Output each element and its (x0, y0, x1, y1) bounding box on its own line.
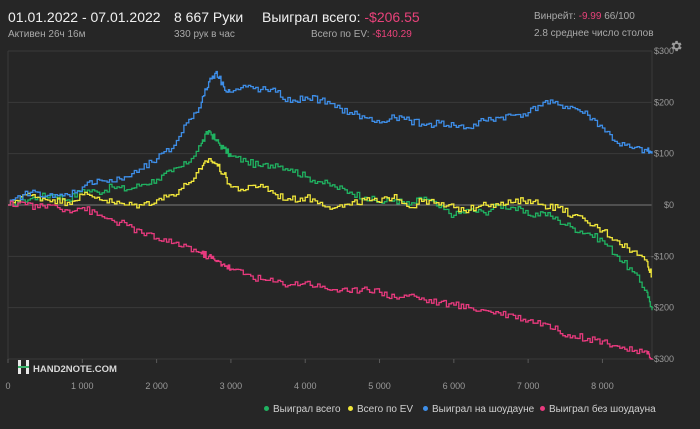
x-tick-label: 4 000 (294, 381, 317, 391)
x-tick-label: 5 000 (368, 381, 391, 391)
ev-value: -$140.29 (372, 29, 412, 40)
gear-icon[interactable] (669, 39, 683, 53)
x-axis-ticks: 0 1 000 2 000 3 000 4 000 5 000 6 000 7 000 8 00… (5, 359, 614, 391)
hands-per-hour: 330 рук в час (174, 29, 235, 40)
series-line-3 (8, 200, 653, 360)
x-tick-label: 3 000 (220, 381, 243, 391)
winrate-label: Винрейт: (534, 11, 576, 22)
y-tick-label: $100 (654, 149, 674, 159)
chart-series (8, 70, 653, 360)
hands-count: 8 667 Руки (174, 9, 244, 25)
x-tick-label: 0 (5, 381, 10, 391)
avg-tables: 2.8 среднее число столов (534, 28, 654, 39)
winrate-value: -9.99 (578, 11, 602, 22)
chart-area: $300 $200 $100 $0 -$100 -$200 -$300 0 1 000 2 00… (5, 46, 674, 391)
series-line-0 (8, 129, 653, 311)
x-tick-label: 7 000 (517, 381, 540, 391)
legend-item-won-no-showdown[interactable]: Выиграл без шоудауна (540, 404, 656, 415)
ev-total: Всего по EV: -$140.29 (311, 29, 412, 40)
legend-dot (423, 406, 428, 411)
legend-dot (540, 406, 545, 411)
legend-label: Всего по EV (357, 404, 414, 415)
legend-label: Выиграл без шоудауна (549, 404, 656, 415)
x-tick-label: 2 000 (145, 381, 168, 391)
watermark: HAND2NOTE.COM (33, 364, 117, 375)
won-total-value: -$206.55 (364, 9, 420, 25)
y-tick-label: $200 (654, 97, 674, 107)
winrate: Винрейт: -9.99 66/100 (534, 11, 635, 22)
y-tick-label: $300 (654, 46, 674, 56)
date-range: 01.01.2022 - 07.01.2022 (8, 9, 161, 25)
hand2note-logo-icon (18, 360, 29, 374)
legend-item-ev-total[interactable]: Всего по EV (348, 404, 413, 415)
winrate-hands: 66/100 (604, 11, 635, 22)
legend-dot (264, 406, 269, 411)
y-tick-label: -$100 (651, 251, 674, 261)
legend-item-won-total[interactable]: Выиграл всего (264, 404, 341, 415)
x-tick-label: 8 000 (591, 381, 614, 391)
series-line-1 (8, 157, 652, 278)
ev-label: Всего по EV: (311, 29, 370, 40)
y-tick-label: $0 (664, 200, 674, 210)
series-line-2 (8, 70, 653, 206)
y-axis-ticks: $300 $200 $100 $0 -$100 -$200 -$300 (651, 46, 674, 364)
y-tick-label: -$300 (651, 354, 674, 364)
won-total-label: Выиграл всего: (262, 9, 361, 25)
x-tick-label: 6 000 (443, 381, 466, 391)
y-tick-label: -$200 (651, 303, 674, 313)
x-tick-label: 1 000 (71, 381, 94, 391)
legend-label: Выиграл на шоудауне (432, 404, 535, 415)
legend-label: Выиграл всего (273, 404, 341, 415)
active-time: Активен 26ч 16м (8, 29, 86, 40)
legend-item-won-showdown[interactable]: Выиграл на шоудауне (423, 404, 534, 415)
legend-dot (348, 406, 353, 411)
won-total: Выиграл всего: -$206.55 (262, 9, 420, 25)
